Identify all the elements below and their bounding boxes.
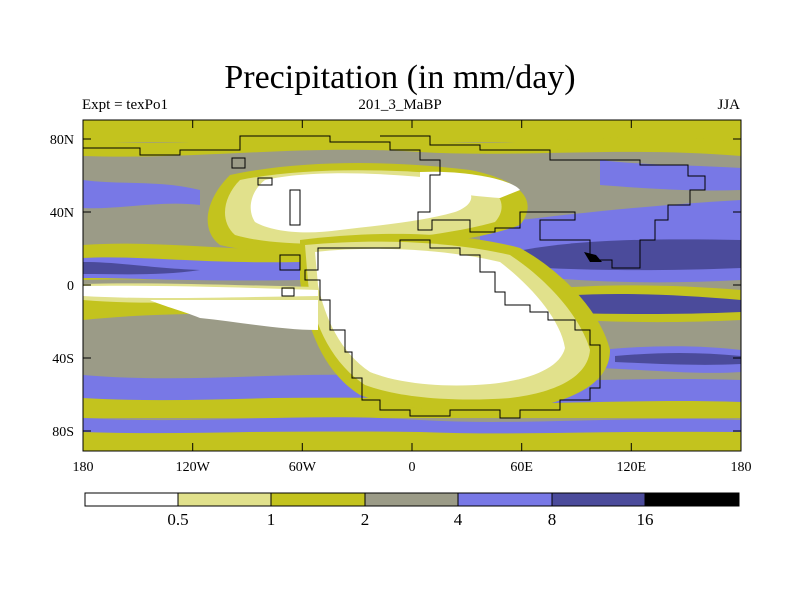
x-tick-label: 60E bbox=[510, 460, 533, 475]
x-tick-label: 120W bbox=[176, 460, 211, 475]
colorbar-label: 4 bbox=[454, 510, 463, 529]
colorbar-swatch bbox=[457, 492, 553, 507]
y-tick-label: 0 bbox=[67, 279, 74, 294]
x-tick-label: 60W bbox=[289, 460, 317, 475]
colorbar-swatch bbox=[364, 492, 459, 507]
y-axis-labels: 80N 40N 0 40S 80S bbox=[50, 133, 74, 440]
x-axis-labels: 180 120W 60W 0 60E 120E 180 bbox=[73, 460, 752, 475]
y-tick-label: 80S bbox=[52, 425, 74, 440]
colorbar-label: 2 bbox=[361, 510, 370, 529]
colorbar-label: 1 bbox=[267, 510, 276, 529]
colorbar-swatch bbox=[84, 492, 179, 507]
x-tick-label: 120E bbox=[617, 460, 647, 475]
colorbar-swatch bbox=[644, 492, 740, 507]
season-label: JJA bbox=[717, 97, 740, 113]
y-tick-label: 40S bbox=[52, 352, 74, 367]
colorbar-label: 8 bbox=[548, 510, 557, 529]
tick-marks bbox=[82, 120, 742, 451]
colorbar: 0.5 1 2 4 8 16 bbox=[84, 492, 740, 529]
colorbar-swatch bbox=[177, 492, 272, 507]
y-tick-label: 40N bbox=[50, 206, 74, 221]
colorbar-label: 16 bbox=[637, 510, 654, 529]
colorbar-swatch bbox=[270, 492, 366, 507]
colorbar-label: 0.5 bbox=[167, 510, 188, 529]
y-tick-label: 80N bbox=[50, 133, 74, 148]
coastline bbox=[83, 135, 706, 419]
colorbar-swatch bbox=[551, 492, 646, 507]
x-tick-label: 180 bbox=[731, 460, 752, 475]
x-tick-label: 0 bbox=[409, 460, 416, 475]
precipitation-field bbox=[83, 120, 741, 451]
x-tick-label: 180 bbox=[73, 460, 94, 475]
map-title: Precipitation (in mm/day) bbox=[224, 59, 576, 96]
experiment-label: Expt = texPo1 bbox=[82, 97, 168, 113]
time-label: 201_3_MaBP bbox=[358, 97, 442, 113]
